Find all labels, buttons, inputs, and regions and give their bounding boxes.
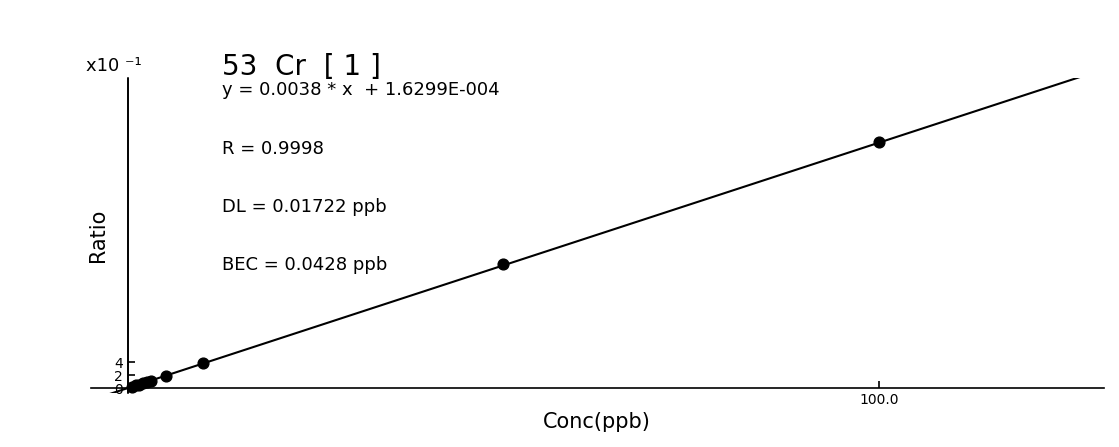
Point — [142, 378, 160, 385]
Y-axis label: Ratio: Ratio — [87, 209, 107, 262]
Text: 53  Cr  [ 1 ]: 53 Cr [ 1 ] — [223, 53, 382, 81]
Point — [157, 372, 175, 379]
Point — [134, 380, 152, 387]
Point — [123, 383, 141, 390]
Point — [495, 261, 513, 268]
X-axis label: Conc(ppb): Conc(ppb) — [544, 413, 651, 433]
Point — [138, 379, 156, 386]
Text: y = 0.0038 * x  + 1.6299E-004: y = 0.0038 * x + 1.6299E-004 — [223, 81, 500, 99]
Point — [195, 360, 213, 367]
Text: DL = 0.01722 ppb: DL = 0.01722 ppb — [223, 198, 387, 216]
Point — [131, 381, 149, 388]
Point — [126, 382, 144, 389]
Point — [869, 138, 887, 145]
Text: x10 ⁻¹: x10 ⁻¹ — [85, 57, 141, 75]
Text: R = 0.9998: R = 0.9998 — [223, 140, 325, 158]
Text: BEC = 0.0428 ppb: BEC = 0.0428 ppb — [223, 256, 387, 274]
